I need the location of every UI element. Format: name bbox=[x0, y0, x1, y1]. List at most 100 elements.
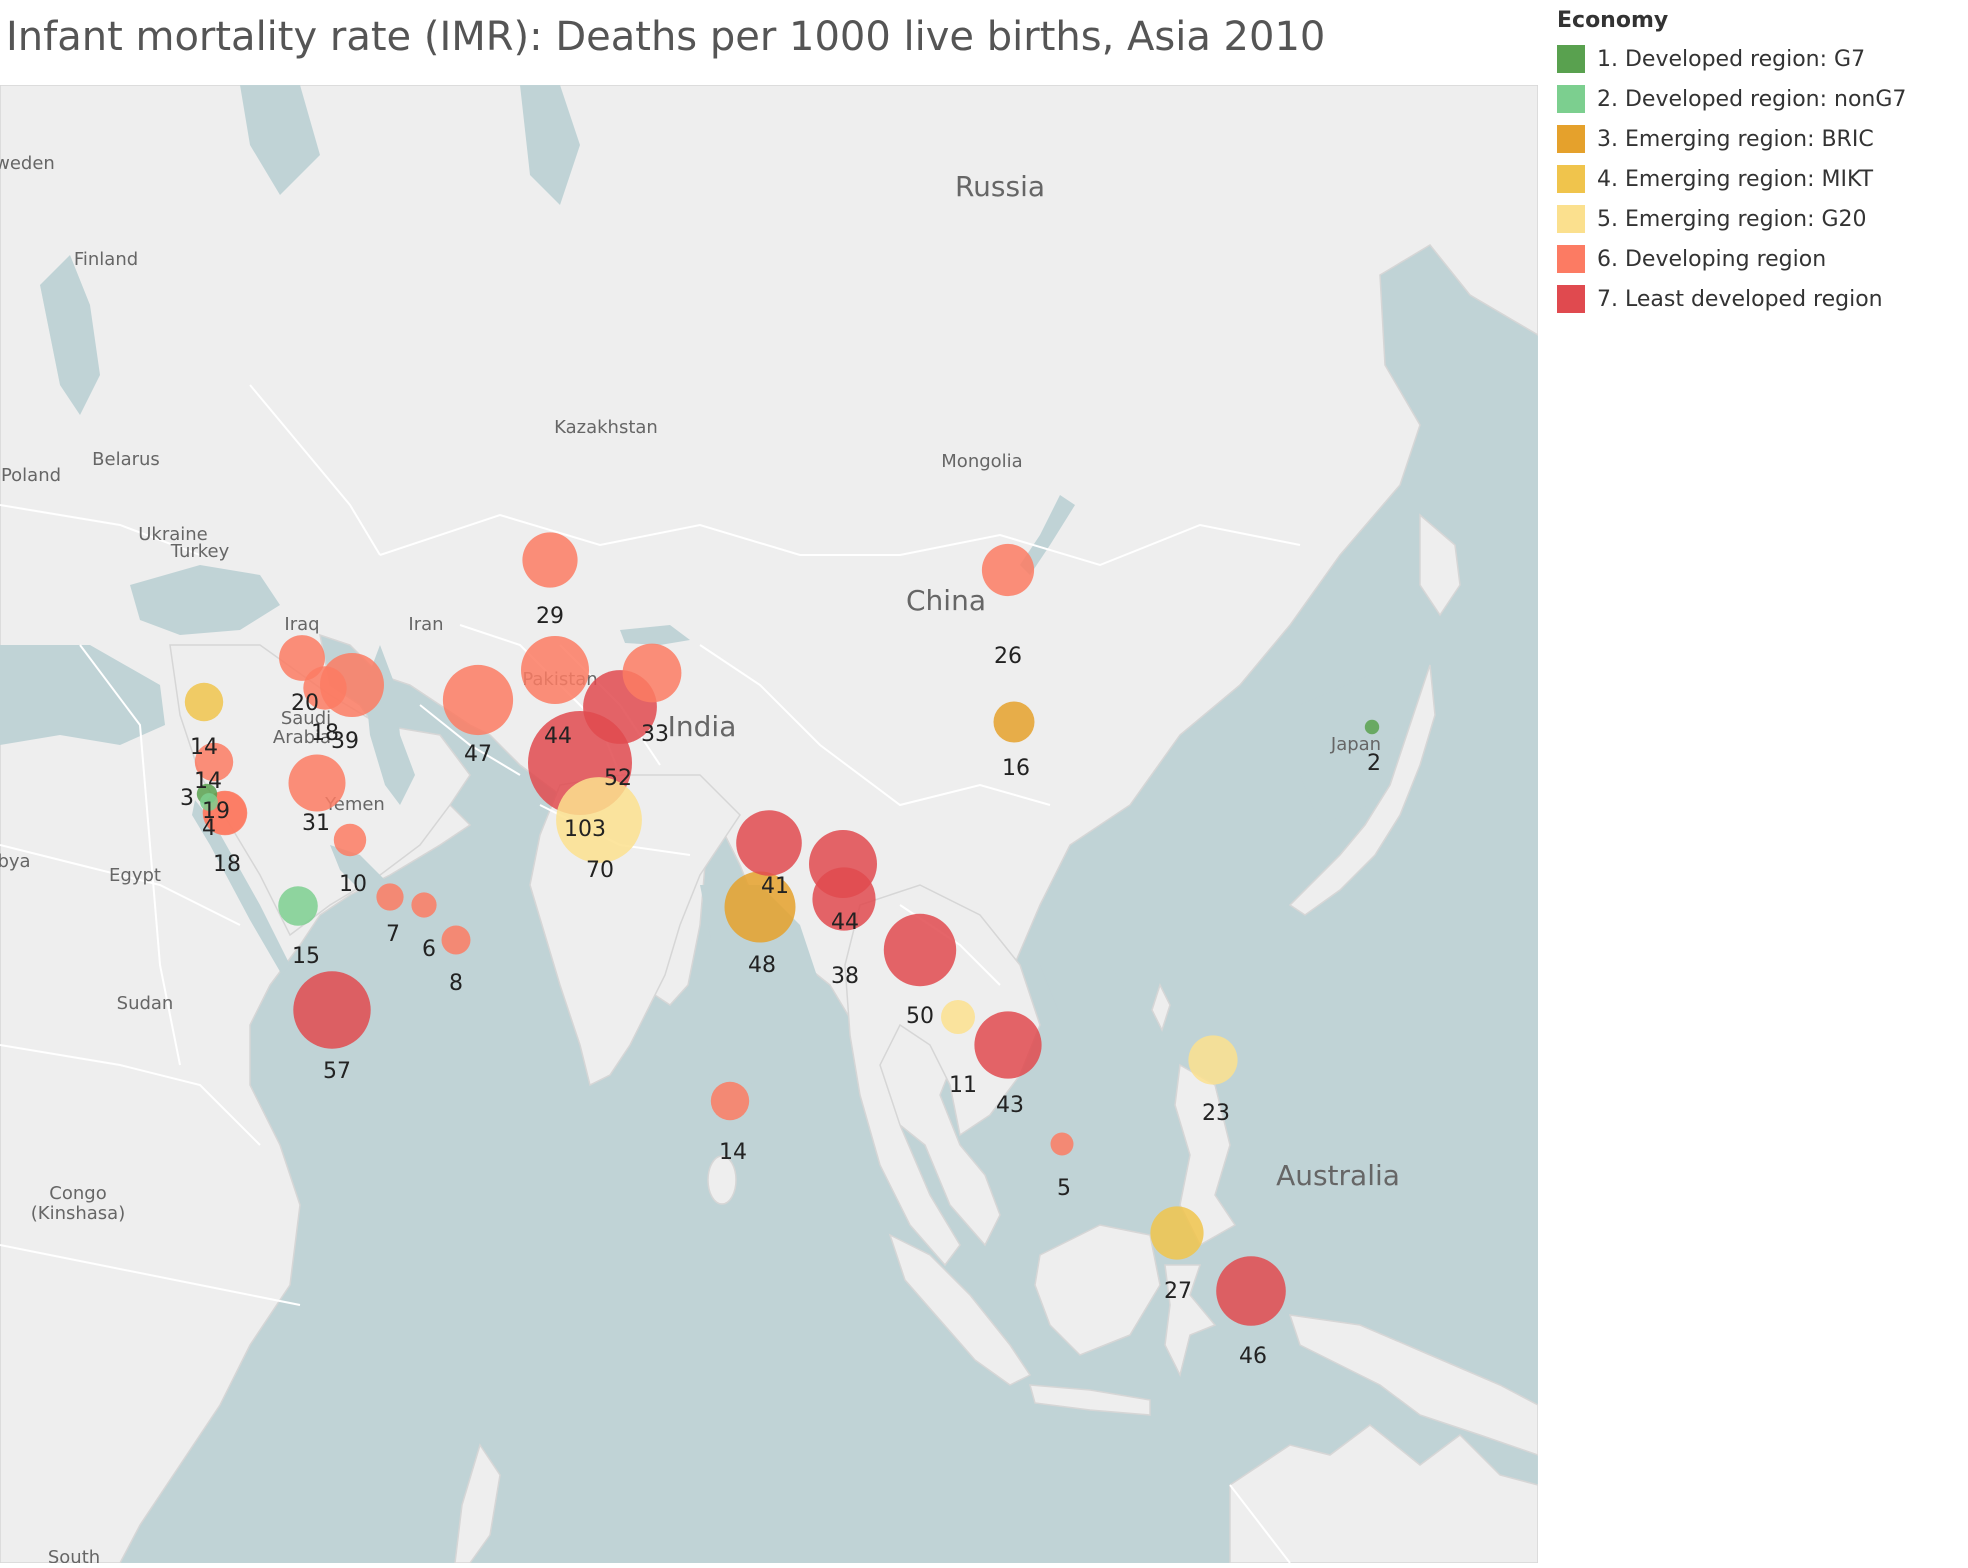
imr-value-label: 70 bbox=[586, 858, 614, 883]
legend-label: 6. Developing region bbox=[1597, 246, 1827, 272]
imr-bubble[interactable] bbox=[812, 867, 876, 931]
imr-bubble[interactable] bbox=[883, 913, 957, 987]
legend-item[interactable]: 2. Developed region: nonG7 bbox=[1557, 79, 1957, 119]
mediterranean bbox=[0, 645, 165, 745]
legend-swatch bbox=[1557, 285, 1585, 313]
place-label: Arabia bbox=[273, 727, 331, 748]
hudson-like-north bbox=[240, 85, 320, 195]
imr-value-label: 11 bbox=[949, 1073, 977, 1098]
imr-value-label: 14 bbox=[194, 769, 222, 794]
imr-bubble[interactable] bbox=[710, 1081, 750, 1121]
imr-value-label: 20 bbox=[291, 691, 319, 716]
land-hokkaido bbox=[1419, 513, 1461, 617]
imr-bubble[interactable] bbox=[288, 754, 346, 812]
imr-bubble[interactable] bbox=[278, 886, 318, 926]
imr-value-label: 44 bbox=[831, 910, 859, 935]
country-border bbox=[0, 1244, 301, 1306]
imr-bubble[interactable] bbox=[279, 635, 325, 681]
imr-value-label: 6 bbox=[422, 937, 436, 962]
land-java bbox=[1028, 1384, 1151, 1416]
land-philippines bbox=[1174, 1063, 1237, 1247]
imr-bubble[interactable] bbox=[441, 925, 471, 955]
map-view[interactable]: Russia China India Australia Kazakhstan Mongo… bbox=[0, 85, 1538, 1563]
imr-value-label: 18 bbox=[311, 721, 339, 746]
imr-bubble[interactable] bbox=[184, 682, 224, 722]
imr-bubble[interactable] bbox=[981, 543, 1035, 597]
imr-bubble[interactable] bbox=[941, 1000, 975, 1034]
legend-swatch bbox=[1557, 205, 1585, 233]
legend: Economy 1. Developed region: G7 2. Develo… bbox=[1557, 8, 1957, 319]
lake-balkhash bbox=[620, 625, 690, 645]
imr-bubble[interactable] bbox=[376, 883, 404, 911]
imr-bubble[interactable] bbox=[556, 777, 642, 863]
inland-seas bbox=[0, 85, 1400, 1215]
imr-value-label: 10 bbox=[339, 872, 367, 897]
imr-bubble[interactable] bbox=[993, 701, 1035, 743]
imr-bubble[interactable] bbox=[1188, 1035, 1238, 1085]
country-border bbox=[0, 844, 241, 926]
land-new-guinea bbox=[1288, 1314, 1538, 1456]
black-sea bbox=[130, 565, 280, 635]
imr-bubble[interactable] bbox=[736, 810, 802, 876]
legend-swatch bbox=[1557, 245, 1585, 273]
place-label: bya bbox=[0, 851, 31, 872]
land-indochina bbox=[844, 884, 1041, 1267]
imr-value-label: 19 bbox=[202, 799, 230, 824]
country-border bbox=[419, 704, 521, 776]
imr-bubble[interactable] bbox=[522, 532, 578, 588]
imr-bubble[interactable] bbox=[1050, 1132, 1074, 1156]
legend-items: 1. Developed region: G7 2. Developed regi… bbox=[1557, 39, 1957, 319]
legend-item[interactable]: 7. Least developed region bbox=[1557, 279, 1957, 319]
imr-bubble[interactable] bbox=[974, 1011, 1042, 1079]
imr-value-label: 23 bbox=[1202, 1101, 1230, 1126]
imr-value-label: 47 bbox=[464, 742, 492, 767]
imr-bubble[interactable] bbox=[1216, 1256, 1286, 1326]
map-canvas[interactable]: Russia China India Australia Kazakhstan Mongo… bbox=[0, 85, 1538, 1563]
imr-bubble[interactable] bbox=[303, 666, 347, 710]
imr-value-label: 8 bbox=[449, 971, 463, 996]
north-sea-inlet bbox=[520, 85, 580, 205]
country-border bbox=[79, 644, 181, 1066]
place-label: (Kinshasa) bbox=[31, 1203, 125, 1224]
imr-bubble[interactable] bbox=[293, 971, 371, 1049]
legend-item[interactable]: 3. Emerging region: BRIC bbox=[1557, 119, 1957, 159]
imr-value-label: 16 bbox=[1002, 756, 1030, 781]
imr-bubble[interactable] bbox=[411, 892, 437, 918]
imr-bubble[interactable] bbox=[200, 793, 218, 811]
legend-label: 5. Emerging region: G20 bbox=[1597, 206, 1867, 232]
imr-bubble[interactable] bbox=[1150, 1206, 1204, 1260]
imr-bubble[interactable] bbox=[442, 664, 514, 736]
imr-value-label: 7 bbox=[386, 922, 400, 947]
country-border bbox=[249, 384, 381, 556]
legend-label: 3. Emerging region: BRIC bbox=[1597, 126, 1874, 152]
imr-bubble[interactable] bbox=[622, 643, 682, 703]
land-sri-lanka bbox=[707, 1155, 737, 1205]
imr-value-label: 39 bbox=[331, 729, 359, 754]
legend-label: 1. Developed region: G7 bbox=[1597, 46, 1866, 72]
legend-swatch bbox=[1557, 165, 1585, 193]
place-label: Finland bbox=[74, 249, 138, 270]
imr-bubble[interactable] bbox=[1364, 719, 1380, 735]
imr-bubble[interactable] bbox=[194, 742, 234, 782]
legend-item[interactable]: 5. Emerging region: G20 bbox=[1557, 199, 1957, 239]
place-label: Japan bbox=[1330, 734, 1381, 755]
place-label: Mongolia bbox=[941, 451, 1022, 472]
country-border bbox=[0, 504, 201, 556]
chart-title: Infant mortality rate (IMR): Deaths per … bbox=[6, 14, 1326, 60]
imr-value-label: 27 bbox=[1164, 1279, 1192, 1304]
legend-item[interactable]: 6. Developing region bbox=[1557, 239, 1957, 279]
imr-bubble[interactable] bbox=[724, 871, 796, 943]
legend-item[interactable]: 4. Emerging region: MIKT bbox=[1557, 159, 1957, 199]
place-label: South bbox=[48, 1547, 100, 1563]
place-label: Australia bbox=[1276, 1159, 1400, 1192]
imr-value-label: 14 bbox=[719, 1140, 747, 1165]
imr-bubble[interactable] bbox=[333, 823, 367, 857]
place-label: Iran bbox=[408, 614, 443, 635]
place-label: India bbox=[668, 710, 737, 743]
place-label: Turkey bbox=[170, 541, 230, 562]
gulf-of-bengal bbox=[700, 885, 820, 1085]
legend-item[interactable]: 1. Developed region: G7 bbox=[1557, 39, 1957, 79]
imr-bubble[interactable] bbox=[521, 636, 589, 704]
imr-value-label: 44 bbox=[544, 724, 572, 749]
imr-value-label: 2 bbox=[1367, 751, 1381, 776]
